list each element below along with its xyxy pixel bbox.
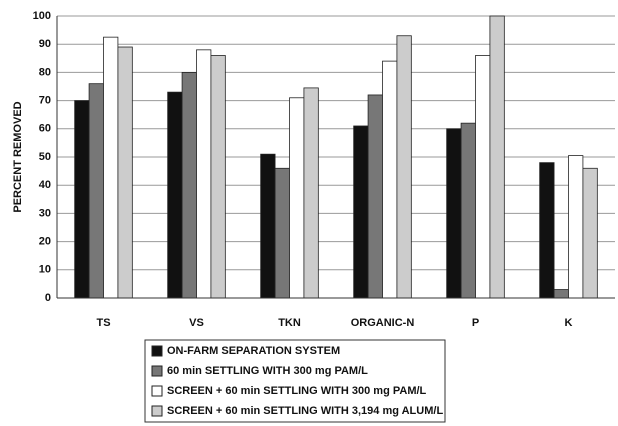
y-tick-label: 90 <box>39 38 51 50</box>
bar <box>489 15 505 299</box>
bar <box>539 162 555 299</box>
legend-swatch <box>151 365 163 377</box>
y-tick-label: 20 <box>39 236 51 248</box>
y-tick-label: 10 <box>39 264 51 276</box>
legend-swatch <box>151 405 163 417</box>
x-tick-label: K <box>565 317 573 329</box>
y-tick-label: 30 <box>39 207 51 219</box>
legend-label: 60 min SETTLING WITH 300 mg PAM/L <box>167 365 368 377</box>
bar <box>353 125 369 299</box>
y-tick-label: 0 <box>45 292 51 304</box>
bar <box>181 72 197 299</box>
y-tick-label: 80 <box>39 66 51 78</box>
y-tick-label: 40 <box>39 179 51 191</box>
x-tick-label: TS <box>96 317 110 329</box>
bar <box>382 60 398 299</box>
x-tick-label: P <box>472 317 479 329</box>
bar <box>446 128 462 299</box>
legend-label: SCREEN + 60 min SETTLING WITH 3,194 mg A… <box>167 405 443 417</box>
bar <box>303 87 319 299</box>
bar <box>210 55 226 299</box>
bar <box>582 167 598 299</box>
bar <box>475 55 491 299</box>
bar <box>88 83 104 299</box>
y-axis-label: PERCENT REMOVED <box>12 101 24 212</box>
bar <box>553 289 569 299</box>
legend-swatch <box>151 385 163 397</box>
bar <box>396 35 412 299</box>
bar <box>460 122 476 299</box>
bar <box>196 49 212 299</box>
y-tick-label: 60 <box>39 123 51 135</box>
bar <box>117 46 133 299</box>
x-tick-label: VS <box>189 317 204 329</box>
y-tick-label: 50 <box>39 151 51 163</box>
legend-label: ON-FARM SEPARATION SYSTEM <box>167 345 340 357</box>
bar <box>260 153 276 299</box>
bar <box>367 94 383 299</box>
x-tick-label: ORGANIC-N <box>351 317 415 329</box>
bar <box>167 91 183 299</box>
legend-box <box>144 339 446 423</box>
bar <box>74 100 90 299</box>
bar <box>289 97 305 299</box>
x-tick-label: TKN <box>278 317 301 329</box>
y-tick-label: 70 <box>39 95 51 107</box>
y-tick-label: 100 <box>33 10 51 22</box>
bar <box>568 155 584 299</box>
bar <box>274 167 290 299</box>
bar <box>103 36 119 299</box>
legend-swatch <box>151 345 163 357</box>
legend-label: SCREEN + 60 min SETTLING WITH 300 mg PAM… <box>167 385 427 397</box>
